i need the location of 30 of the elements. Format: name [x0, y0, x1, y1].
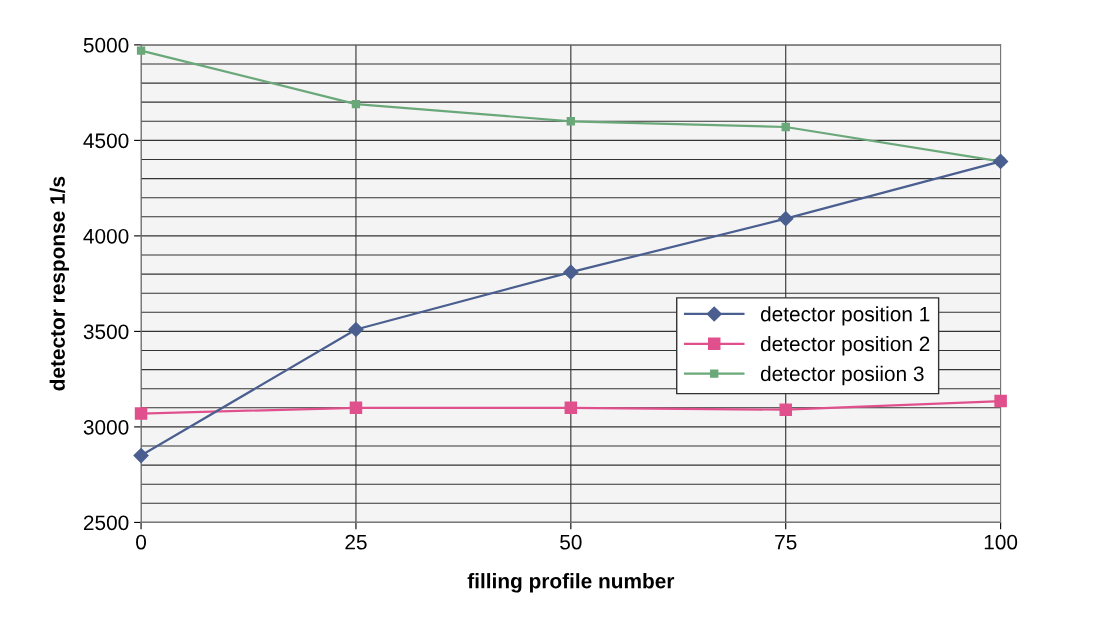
- point: [136, 46, 146, 55]
- x-tick-label: 50: [560, 534, 582, 550]
- y-tick-label: 4000: [83, 228, 129, 244]
- y-axis-title: detector response 1/s: [49, 176, 70, 391]
- y-tick-label: 3000: [83, 419, 129, 435]
- point: [564, 401, 578, 415]
- point: [133, 447, 149, 464]
- x-tick-label: 0: [136, 534, 147, 550]
- y-tick-label: 2500: [83, 515, 129, 531]
- point: [134, 407, 148, 420]
- point: [566, 117, 576, 126]
- point: [351, 99, 361, 109]
- legend-label: detector position 2: [760, 336, 930, 356]
- y-tick-label: 5000: [83, 37, 129, 53]
- legend-label: detector posiion 3: [760, 365, 924, 386]
- x-tick-label: 25: [345, 534, 367, 550]
- point: [563, 264, 579, 280]
- y-tick-label: 4500: [83, 133, 129, 149]
- point: [349, 401, 363, 415]
- legend-label: detector position 1: [760, 306, 930, 326]
- y-tick-label: 3500: [83, 324, 129, 340]
- point: [348, 321, 364, 338]
- x-tick-label: 75: [775, 534, 797, 550]
- point: [781, 122, 790, 132]
- x-axis-title: filling profile number: [467, 573, 675, 593]
- point: [778, 211, 794, 227]
- x-tick-label: 100: [984, 534, 1018, 550]
- point: [994, 394, 1007, 408]
- point: [779, 403, 792, 416]
- point: [993, 153, 1009, 169]
